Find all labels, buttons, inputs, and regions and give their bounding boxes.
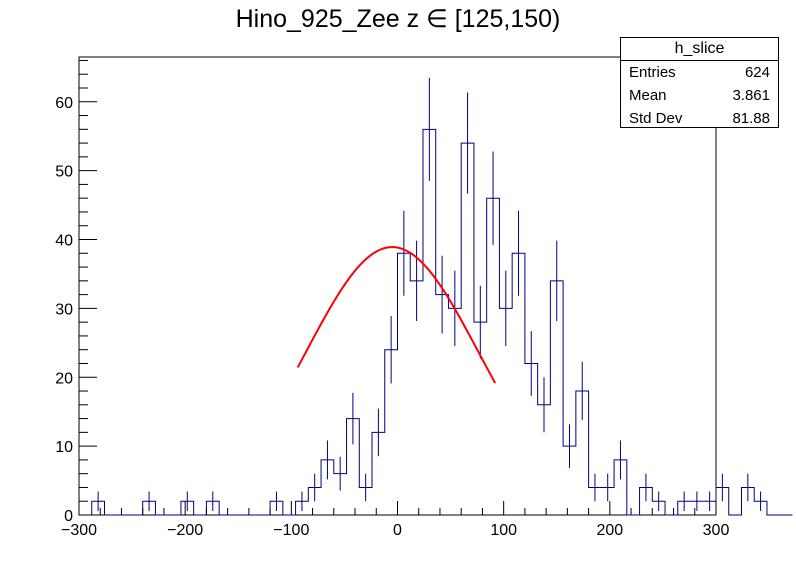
y-tick-label: 10 bbox=[55, 439, 73, 456]
stats-row-std-dev: Std Dev 81.88 bbox=[621, 107, 778, 130]
x-tick-label: −300 bbox=[61, 522, 97, 539]
y-tick-label: 0 bbox=[64, 508, 73, 525]
x-tick-label: −200 bbox=[167, 522, 203, 539]
x-tick-label: −100 bbox=[273, 522, 309, 539]
x-tick-label: 200 bbox=[596, 522, 623, 539]
y-tick-label: 20 bbox=[55, 370, 73, 387]
stats-value: 81.88 bbox=[732, 110, 770, 127]
chart-title: Hino_925_Zee z ∈ [125,150) bbox=[235, 5, 561, 33]
stats-label: Std Dev bbox=[629, 110, 683, 127]
stats-value: 3.861 bbox=[732, 87, 770, 104]
y-tick-label: 30 bbox=[55, 301, 73, 318]
stats-box-title: h_slice bbox=[621, 38, 778, 61]
stats-value: 624 bbox=[744, 64, 770, 81]
stats-label: Entries bbox=[629, 64, 676, 81]
histogram-outline bbox=[79, 128, 793, 516]
stats-box: h_slice Entries 624 Mean 3.861 Std Dev 8… bbox=[620, 37, 779, 128]
x-tick-label: 0 bbox=[393, 522, 402, 539]
y-tick-label: 50 bbox=[55, 164, 73, 181]
stats-label: Mean bbox=[629, 87, 667, 104]
stats-row-entries: Entries 624 bbox=[621, 61, 778, 84]
x-tick-label: 100 bbox=[490, 522, 517, 539]
stats-row-mean: Mean 3.861 bbox=[621, 84, 778, 107]
gaussian-fit-curve bbox=[296, 246, 497, 384]
y-tick-label: 60 bbox=[55, 95, 73, 112]
x-tick-label: 300 bbox=[703, 522, 730, 539]
y-tick-label: 40 bbox=[55, 233, 73, 250]
